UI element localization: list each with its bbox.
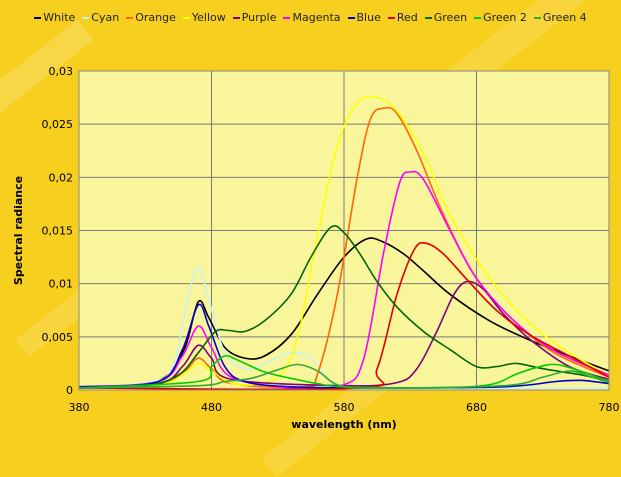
y-tick-label: 0 xyxy=(66,384,73,397)
series-line-blue xyxy=(78,303,610,389)
legend-item: Magenta xyxy=(283,11,341,24)
legend-item: Green xyxy=(424,11,468,24)
chart-legend: White Cyan Orange Yellow Purple Magenta Blue Re… xyxy=(0,11,621,24)
legend-item: Purple xyxy=(232,11,277,24)
series-line-purple xyxy=(78,280,610,389)
y-tick-label: 0,02 xyxy=(49,171,74,184)
legend-label: Red xyxy=(396,11,418,24)
legend-label: White xyxy=(43,11,76,24)
legend-swatch xyxy=(126,16,134,19)
legend-swatch xyxy=(474,16,482,19)
y-tick-label: 0,005 xyxy=(42,331,74,344)
axis-tick-labels: 0 0,005 0,01 0,015 0,02 0,025 0,03 380 480 580 680… xyxy=(42,65,620,414)
legend-label: Magenta xyxy=(292,11,341,24)
x-tick-label: 380 xyxy=(69,401,90,414)
legend-item: Green 4 xyxy=(533,11,587,24)
legend-label: Green 2 xyxy=(483,11,527,24)
legend-label: Yellow xyxy=(191,11,226,24)
legend-item: Green 2 xyxy=(474,11,527,24)
legend-item: Blue xyxy=(347,11,381,24)
y-tick-label: 0,03 xyxy=(49,65,74,78)
x-axis-title: wavelength (nm) xyxy=(291,418,396,431)
legend-label: Orange xyxy=(135,11,176,24)
legend-item: White xyxy=(34,11,75,24)
legend-swatch xyxy=(347,16,355,19)
series-line-green-2 xyxy=(78,354,610,389)
y-tick-label: 0,01 xyxy=(49,278,74,291)
x-tick-label: 580 xyxy=(334,401,355,414)
legend-item: Cyan xyxy=(82,11,119,24)
legend-swatch xyxy=(82,16,90,19)
chart: 0 0,005 0,01 0,015 0,02 0,025 0,03 380 480 580 680… xyxy=(12,65,620,431)
x-tick-label: 680 xyxy=(466,401,487,414)
legend-swatch xyxy=(34,16,42,19)
legend-item: Orange xyxy=(126,11,176,24)
series-lines xyxy=(78,95,610,391)
legend-swatch xyxy=(232,16,240,19)
y-axis-title: Spectral radiance xyxy=(12,176,25,285)
legend-item: Red xyxy=(387,11,418,24)
legend-swatch xyxy=(387,16,395,19)
y-tick-label: 0,015 xyxy=(42,225,74,238)
legend-label: Purple xyxy=(241,11,277,24)
legend-label: Green 4 xyxy=(542,11,587,24)
series-line-yellow xyxy=(78,95,610,389)
series-line-green xyxy=(78,224,610,389)
series-line-white xyxy=(78,237,610,388)
legend-swatch xyxy=(283,16,291,19)
y-tick-label: 0,025 xyxy=(42,118,74,131)
legend-item: Yellow xyxy=(182,11,226,24)
plot-frame xyxy=(78,70,610,391)
legend-label: Cyan xyxy=(91,11,120,24)
legend-swatch xyxy=(533,16,541,19)
legend-label: Blue xyxy=(356,11,381,24)
x-tick-label: 480 xyxy=(201,401,222,414)
series-line-magenta xyxy=(78,170,610,390)
legend-swatch xyxy=(182,16,190,19)
legend-label: Green xyxy=(433,11,468,24)
legend-swatch xyxy=(424,16,432,19)
series-line-green-4 xyxy=(78,363,610,389)
x-tick-label: 780 xyxy=(599,401,620,414)
